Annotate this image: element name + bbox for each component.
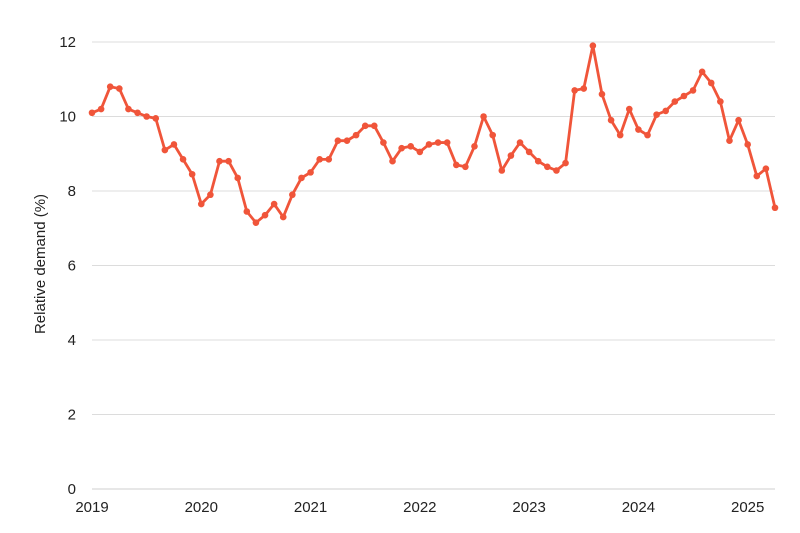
y-tick-label: 10 (59, 109, 76, 126)
data-point (580, 85, 588, 92)
data-point (216, 157, 223, 165)
data-point (534, 157, 542, 165)
data-point (680, 92, 688, 100)
data-point (707, 79, 715, 87)
data-point (753, 172, 761, 180)
data-point (179, 156, 187, 163)
data-point (662, 107, 670, 115)
data-point (698, 68, 706, 76)
data-point (343, 137, 351, 145)
data-point (553, 167, 560, 174)
data-point (589, 42, 597, 50)
data-point (125, 105, 132, 113)
x-tick-label: 2019 (75, 499, 108, 516)
x-tick-label: 2023 (512, 499, 545, 516)
data-point (307, 169, 314, 176)
data-point (170, 141, 178, 148)
y-tick-label: 12 (59, 34, 76, 51)
data-point (207, 191, 214, 199)
data-point (671, 98, 679, 105)
data-point (598, 90, 606, 98)
y-axis-title: Relative demand (%) (32, 194, 49, 334)
x-tick-label: 2024 (622, 499, 655, 516)
data-point (134, 109, 141, 117)
data-point (152, 115, 160, 122)
data-point (361, 122, 369, 130)
data-point (735, 116, 742, 124)
series (88, 42, 779, 226)
data-point (416, 148, 424, 156)
data-point (225, 157, 232, 165)
data-point (434, 139, 442, 146)
data-point (762, 165, 770, 172)
data-point (443, 139, 451, 146)
series-line (90, 44, 777, 225)
data-point (334, 137, 342, 145)
data-point (188, 170, 196, 178)
data-point (243, 208, 251, 215)
data-point (316, 156, 323, 163)
x-tick-label: 2020 (185, 499, 218, 516)
data-point (471, 143, 478, 150)
data-point (653, 111, 660, 118)
data-point (279, 213, 287, 221)
x-tick-label: 2021 (294, 499, 327, 516)
y-tick-label: 8 (68, 183, 76, 200)
y-axis-ticks: 0 2 4 6 8 10 12 (59, 34, 76, 498)
data-point (498, 167, 506, 174)
data-point (462, 163, 469, 171)
data-point (325, 156, 333, 163)
x-tick-label: 2025 (731, 499, 764, 516)
data-point (407, 143, 415, 150)
data-point (744, 141, 751, 148)
data-point (116, 85, 123, 92)
gridlines (92, 41, 775, 490)
data-point (261, 211, 269, 219)
data-point (106, 83, 114, 90)
data-point (717, 98, 724, 105)
data-point (571, 87, 578, 94)
data-point (298, 174, 305, 182)
data-point (525, 148, 533, 156)
y-tick-label: 6 (68, 258, 76, 275)
x-axis-ticks: 2019 2020 2021 2022 2023 2024 2025 (75, 499, 764, 516)
data-point (371, 122, 378, 130)
data-point (380, 139, 387, 146)
y-tick-label: 0 (68, 481, 76, 498)
y-tick-label: 2 (68, 407, 76, 424)
data-point (635, 126, 642, 133)
data-point (689, 87, 697, 94)
data-point (143, 113, 150, 120)
data-point (389, 157, 396, 165)
y-tick-label: 4 (68, 332, 76, 349)
data-point (644, 131, 651, 139)
data-point (398, 144, 405, 152)
data-point (544, 163, 551, 171)
data-point (234, 174, 242, 182)
data-point (88, 109, 96, 117)
x-tick-label: 2022 (403, 499, 436, 516)
data-point (616, 131, 624, 139)
data-point (726, 137, 733, 145)
data-point (607, 116, 615, 124)
data-point (97, 105, 105, 113)
data-point (252, 219, 260, 226)
data-point (352, 131, 360, 139)
data-point (507, 152, 515, 159)
data-point (489, 131, 496, 139)
data-point (425, 141, 433, 148)
data-point (452, 161, 460, 169)
data-point (270, 200, 278, 208)
data-point (562, 159, 569, 167)
data-point (480, 113, 487, 120)
data-point (625, 105, 633, 113)
data-point (289, 191, 296, 199)
data-point (197, 200, 205, 208)
data-point (161, 146, 169, 154)
data-point (771, 204, 779, 212)
data-point (516, 139, 524, 146)
